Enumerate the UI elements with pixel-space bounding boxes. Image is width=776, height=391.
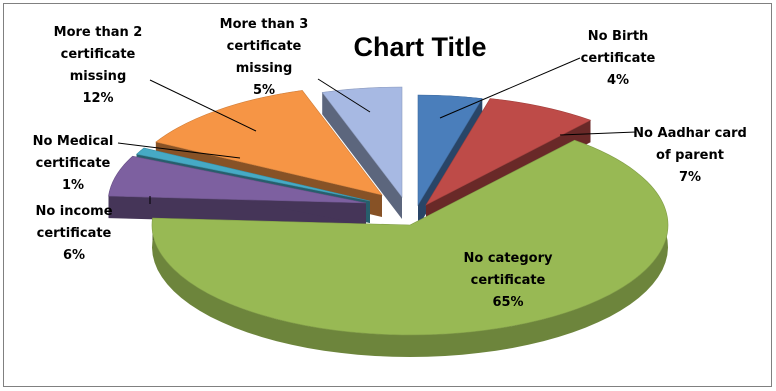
leader-line xyxy=(317,78,371,113)
slice-top xyxy=(108,155,367,204)
slice-top xyxy=(321,86,403,198)
slice-top xyxy=(425,98,592,206)
pie-slice xyxy=(425,98,592,227)
slice-top xyxy=(135,147,371,202)
leader-line xyxy=(149,79,257,132)
slice-label: No income certificate 6% xyxy=(35,204,112,263)
pie-slice xyxy=(151,139,669,357)
leader-line xyxy=(559,131,637,136)
slice-label: More than 2 certificate missing 12% xyxy=(54,25,143,106)
slice-top xyxy=(155,90,383,196)
slice-top xyxy=(417,94,483,207)
pie-slice xyxy=(108,155,367,225)
slice-top xyxy=(151,139,669,336)
slice-label: More than 3 certificate missing 5% xyxy=(220,17,309,98)
chart-title: Chart Title xyxy=(353,32,486,62)
pie-slices xyxy=(108,86,669,357)
slice-label: No Birth certificate 4% xyxy=(581,29,656,88)
slice-label: No category certificate 65% xyxy=(464,251,553,310)
slice-wall xyxy=(322,92,402,219)
leader-line xyxy=(439,57,581,119)
slice-label: No Aadhar card of parent 7% xyxy=(633,126,747,185)
leader-line xyxy=(117,142,241,159)
pie-labels: No Birth certificate 4% No Aadhar card of pa… xyxy=(33,17,747,310)
slice-label: No Medical certificate 1% xyxy=(33,134,114,193)
